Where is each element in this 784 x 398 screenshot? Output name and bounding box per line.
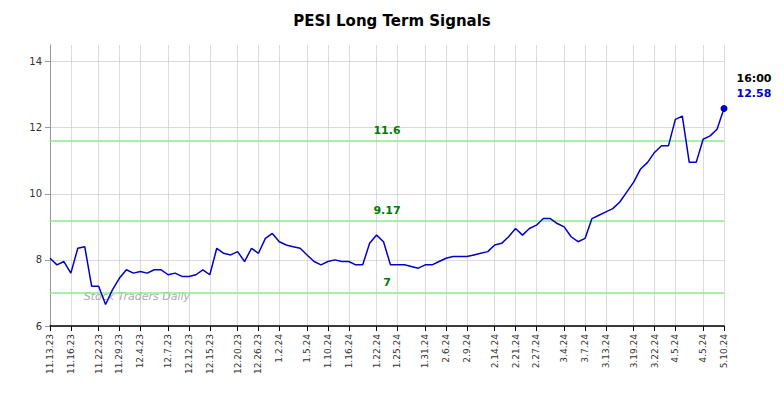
- svg-text:5.10.24: 5.10.24: [719, 334, 729, 369]
- svg-text:11.29.23: 11.29.23: [114, 334, 124, 374]
- svg-text:12: 12: [29, 122, 42, 133]
- svg-text:11.16.23: 11.16.23: [66, 334, 76, 374]
- svg-text:1.16.24: 1.16.24: [344, 334, 354, 369]
- svg-text:1.2.24: 1.2.24: [274, 334, 284, 363]
- svg-text:1.22.24: 1.22.24: [372, 334, 382, 369]
- svg-text:8: 8: [36, 254, 42, 265]
- svg-text:Stock Traders Daily: Stock Traders Daily: [84, 290, 191, 303]
- svg-text:12.15.23: 12.15.23: [205, 334, 215, 374]
- svg-text:11.6: 11.6: [373, 124, 400, 137]
- svg-text:3.7.24: 3.7.24: [580, 334, 590, 363]
- svg-text:3.22.24: 3.22.24: [650, 334, 660, 369]
- svg-text:4.5.24: 4.5.24: [698, 334, 708, 363]
- svg-text:2.14.24: 2.14.24: [490, 334, 500, 369]
- svg-text:2.27.24: 2.27.24: [531, 334, 541, 369]
- svg-text:11.22.23: 11.22.23: [94, 334, 104, 374]
- svg-text:2.21.24: 2.21.24: [511, 334, 521, 369]
- svg-text:3.4.24: 3.4.24: [559, 334, 569, 363]
- svg-text:4.5.24: 4.5.24: [670, 334, 680, 363]
- svg-text:6: 6: [36, 321, 42, 332]
- svg-text:11.13.23: 11.13.23: [45, 334, 55, 374]
- svg-text:12.12.23: 12.12.23: [184, 334, 194, 374]
- svg-text:1.10.24: 1.10.24: [323, 334, 333, 369]
- svg-text:1.5.24: 1.5.24: [302, 334, 312, 363]
- svg-text:PESI Long Term Signals: PESI Long Term Signals: [293, 12, 491, 30]
- svg-text:1.31.24: 1.31.24: [420, 334, 430, 369]
- svg-text:16:00: 16:00: [737, 72, 772, 85]
- svg-text:12.58: 12.58: [737, 87, 772, 100]
- svg-text:3.19.24: 3.19.24: [629, 334, 639, 369]
- svg-text:2.6.24: 2.6.24: [441, 334, 451, 363]
- svg-text:12.26.23: 12.26.23: [253, 334, 263, 374]
- svg-text:10: 10: [29, 188, 42, 199]
- svg-text:12.7.23: 12.7.23: [163, 334, 173, 368]
- svg-text:12.4.23: 12.4.23: [135, 334, 145, 368]
- svg-text:12.20.23: 12.20.23: [233, 334, 243, 374]
- svg-text:9.17: 9.17: [373, 204, 400, 217]
- svg-text:3.13.24: 3.13.24: [601, 334, 611, 369]
- svg-text:14: 14: [29, 56, 42, 67]
- svg-text:7: 7: [383, 276, 391, 289]
- svg-text:2.9.24: 2.9.24: [462, 334, 472, 363]
- svg-text:1.25.24: 1.25.24: [392, 334, 402, 369]
